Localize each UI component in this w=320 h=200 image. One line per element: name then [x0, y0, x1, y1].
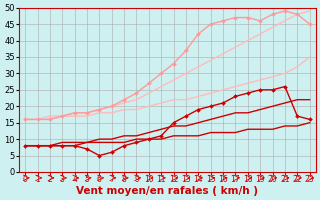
X-axis label: Vent moyen/en rafales ( km/h ): Vent moyen/en rafales ( km/h )	[76, 186, 258, 196]
